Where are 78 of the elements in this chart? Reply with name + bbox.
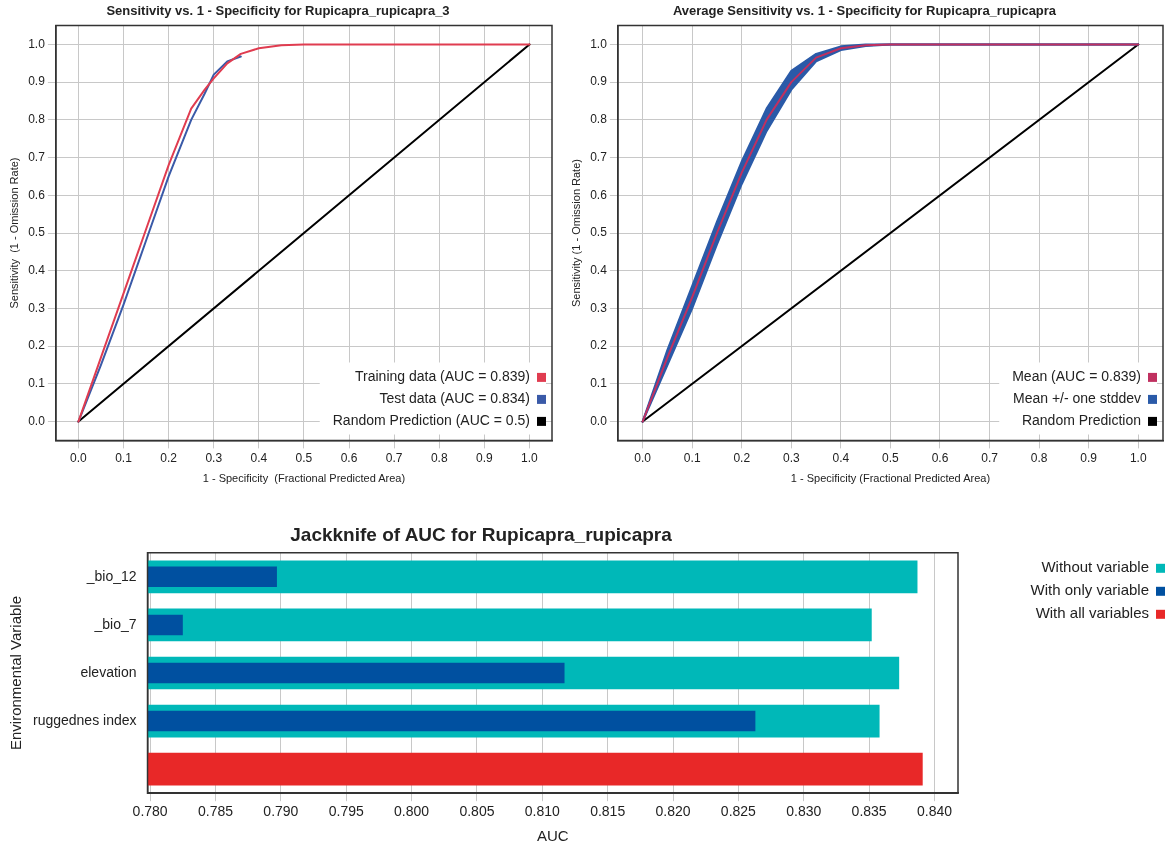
y-tick-label: 1.0 xyxy=(28,36,46,51)
y-tick-label: _bio_7 xyxy=(93,615,137,632)
x-tick-label: 0.0 xyxy=(634,450,652,465)
legend-label: Random Prediction (AUC = 0.5) xyxy=(332,412,530,429)
legend-label: With only variable xyxy=(1030,581,1149,599)
y-tick-label: ruggednes index xyxy=(32,711,137,728)
y-axis-title: Sensitivity (1 - Omission Rate) xyxy=(569,159,582,307)
chart-title: Jackknife of AUC for Rupicapra_rupicapra xyxy=(290,523,673,545)
x-tick-label: 0.4 xyxy=(832,450,850,465)
y-tick-label: 0.3 xyxy=(28,300,46,315)
x-tick-label: 0.5 xyxy=(882,450,900,465)
x-tick-label: 0.7 xyxy=(981,450,999,465)
x-tick-label: 0.4 xyxy=(250,450,268,465)
legend-label: Mean +/- one stddev xyxy=(1012,390,1141,407)
x-tick-label: 0.805 xyxy=(459,803,495,820)
legend-label: Mean (AUC = 0.839) xyxy=(1012,368,1141,385)
y-tick-label: 0.3 xyxy=(590,300,608,315)
y-tick-label: 0.2 xyxy=(28,338,46,353)
y-tick-label: 0.9 xyxy=(590,74,608,89)
x-tick-label: 0.785 xyxy=(197,803,234,820)
y-tick-label: 0.1 xyxy=(590,376,608,391)
x-tick-label: 0.840 xyxy=(916,803,953,820)
x-tick-label: 0.835 xyxy=(851,803,887,820)
y-tick-label: 0.9 xyxy=(28,74,46,89)
y-tick-label: 0.6 xyxy=(28,187,46,202)
y-tick-label: 1.0 xyxy=(590,36,608,51)
x-tick-label: 0.810 xyxy=(524,803,561,820)
x-tick-label: 0.790 xyxy=(263,803,299,820)
chart-title: Average Sensitivity vs. 1 - Specificity for Rupicapra_rupicapra xyxy=(672,3,1057,19)
x-tick-label: 0.2 xyxy=(733,450,751,465)
x-axis-title: 1 - Specificity (Fractional Predicted Area) xyxy=(790,472,991,485)
y-axis-title: Environmental Variable xyxy=(7,596,25,750)
x-tick-label: 0.7 xyxy=(385,450,403,465)
x-tick-label: 0.820 xyxy=(655,803,691,820)
x-tick-label: 0.8 xyxy=(1030,450,1048,465)
x-tick-label: 0.0 xyxy=(70,450,88,465)
y-tick-label: 0.5 xyxy=(28,225,46,240)
x-tick-label: 0.2 xyxy=(160,450,178,465)
x-tick-label: 0.9 xyxy=(476,450,494,465)
legend-label: Without variable xyxy=(1041,558,1149,576)
y-tick-label: 0.8 xyxy=(590,112,608,127)
x-tick-label: 0.9 xyxy=(1080,450,1098,465)
x-axis-title: AUC xyxy=(536,827,569,845)
x-tick-label: 1.0 xyxy=(1129,450,1147,465)
y-tick-label: elevation xyxy=(80,663,137,680)
legend-label: With all variables xyxy=(1035,604,1149,622)
x-tick-label: 0.830 xyxy=(786,803,822,820)
x-tick-label: 0.795 xyxy=(328,803,364,820)
x-tick-label: 0.6 xyxy=(340,450,358,465)
y-tick-label: 0.0 xyxy=(590,413,608,428)
y-axis-title: Sensitivity (1 - Omission Rate) xyxy=(7,157,20,309)
x-tick-label: 0.815 xyxy=(590,803,626,820)
x-tick-label: 0.780 xyxy=(132,803,168,820)
y-tick-label: 0.7 xyxy=(28,149,46,164)
legend-label: Random Prediction xyxy=(1021,412,1141,429)
x-tick-label: 0.3 xyxy=(205,450,223,465)
y-tick-label: 0.4 xyxy=(590,263,608,278)
y-tick-label: 0.0 xyxy=(28,413,46,428)
chart-title: Sensitivity vs. 1 - Specificity for Rupicapra_rupicapra_3 xyxy=(106,3,450,19)
y-tick-label: 0.7 xyxy=(590,149,608,164)
y-tick-label: 0.8 xyxy=(28,112,46,127)
y-tick-label: 0.1 xyxy=(28,376,46,391)
x-tick-label: 1.0 xyxy=(521,450,539,465)
y-tick-label: 0.5 xyxy=(590,225,608,240)
x-tick-label: 0.825 xyxy=(720,803,757,820)
y-tick-label: 0.2 xyxy=(590,338,608,353)
legend-label: Training data (AUC = 0.839) xyxy=(355,368,530,385)
x-tick-label: 0.1 xyxy=(683,450,701,465)
y-tick-label: 0.6 xyxy=(590,187,608,202)
legend-label: Test data (AUC = 0.834) xyxy=(379,390,530,407)
x-axis-title: 1 - Specificity (Fractional Predicted Area) xyxy=(202,472,406,485)
y-tick-label: _bio_12 xyxy=(85,567,137,584)
x-tick-label: 0.5 xyxy=(295,450,313,465)
y-tick-label: 0.4 xyxy=(28,263,46,278)
x-tick-label: 0.6 xyxy=(931,450,949,465)
x-tick-label: 0.8 xyxy=(430,450,448,465)
x-tick-label: 0.800 xyxy=(394,803,430,820)
x-tick-label: 0.3 xyxy=(782,450,800,465)
